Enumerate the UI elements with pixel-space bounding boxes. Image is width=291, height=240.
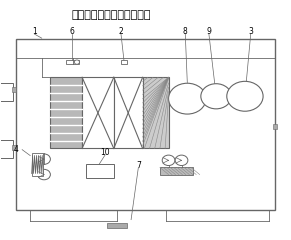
Circle shape xyxy=(74,60,79,64)
Circle shape xyxy=(227,81,263,111)
Text: 4: 4 xyxy=(13,145,18,154)
Bar xyxy=(0,83,13,101)
Bar xyxy=(16,39,275,210)
Text: 2: 2 xyxy=(119,27,123,36)
Bar xyxy=(12,145,16,150)
Circle shape xyxy=(38,169,50,180)
Circle shape xyxy=(162,155,175,166)
Text: 8: 8 xyxy=(183,27,188,36)
Text: 9: 9 xyxy=(207,27,211,36)
Bar xyxy=(82,77,114,149)
Bar xyxy=(107,223,127,228)
Bar xyxy=(160,168,193,174)
Bar xyxy=(32,153,43,176)
Text: 1: 1 xyxy=(32,27,37,36)
Text: 6: 6 xyxy=(70,27,74,36)
Text: 10: 10 xyxy=(100,148,110,156)
Bar xyxy=(273,124,277,130)
Bar xyxy=(143,77,168,149)
Bar xyxy=(114,77,143,149)
Circle shape xyxy=(201,84,231,109)
Circle shape xyxy=(38,154,50,164)
Bar xyxy=(121,60,127,64)
Bar xyxy=(86,164,114,178)
Circle shape xyxy=(168,83,206,114)
Bar xyxy=(66,60,79,64)
Text: 处理设备及联合生化布置图: 处理设备及联合生化布置图 xyxy=(71,10,151,20)
Bar xyxy=(0,140,13,158)
Circle shape xyxy=(175,155,188,166)
Bar xyxy=(12,87,16,92)
Bar xyxy=(50,77,82,149)
Text: 3: 3 xyxy=(248,27,253,36)
Text: 7: 7 xyxy=(136,161,141,170)
